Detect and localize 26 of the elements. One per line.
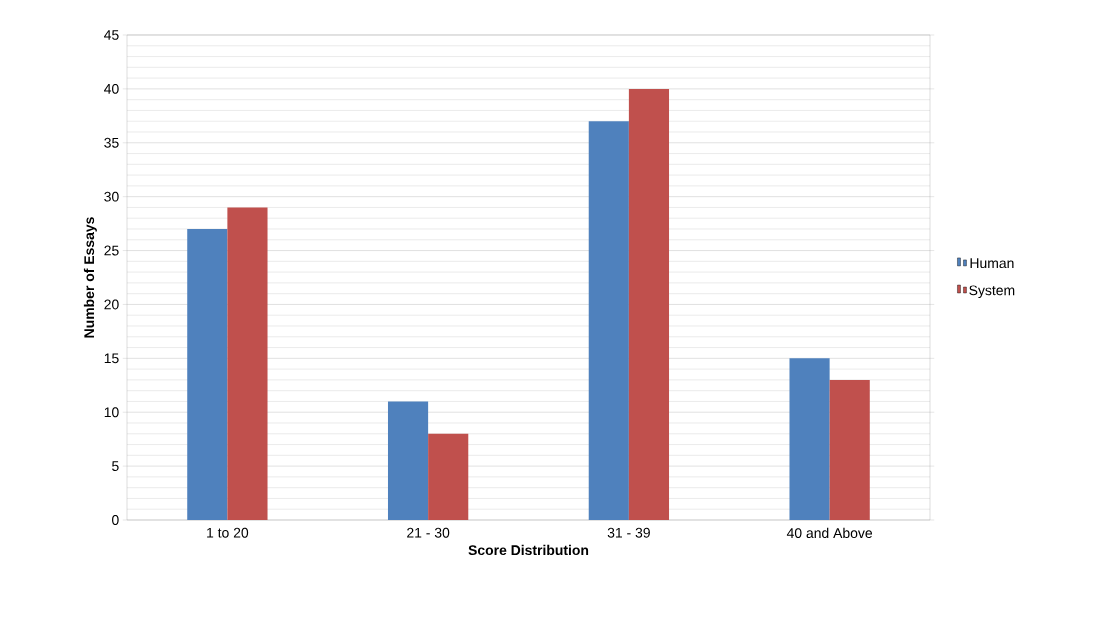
x-tick-label: 40 and Above	[786, 527, 873, 539]
y-tick-label: 5	[112, 461, 119, 471]
y-tick-label: 0	[112, 515, 119, 525]
bar	[187, 229, 228, 520]
bar	[789, 358, 830, 520]
bar	[588, 121, 629, 520]
y-tick-label: 20	[104, 299, 119, 310]
x-tick-label: 31 - 39	[607, 527, 650, 538]
bar	[628, 88, 670, 520]
x-axis-title: Score Distribution	[468, 544, 589, 556]
legend-label: System	[969, 285, 1015, 299]
y-tick-label: 35	[104, 137, 119, 148]
x-tick-label: 21 - 30	[407, 527, 450, 538]
y-tick-label: 15	[104, 353, 119, 364]
y-tick-label: 30	[104, 191, 119, 202]
y-tick-label: 25	[104, 245, 119, 256]
y-tick-label: 40	[104, 83, 119, 94]
y-axis-title: Number of Essays	[83, 217, 97, 338]
bar	[227, 207, 268, 520]
y-tick-label: 45	[104, 30, 119, 40]
bar	[829, 379, 870, 520]
x-tick-label: 1 to 20	[207, 527, 249, 538]
bar	[428, 433, 469, 520]
y-tick-label: 10	[104, 407, 119, 418]
legend-label: Human	[970, 258, 1014, 269]
bar	[387, 401, 429, 520]
